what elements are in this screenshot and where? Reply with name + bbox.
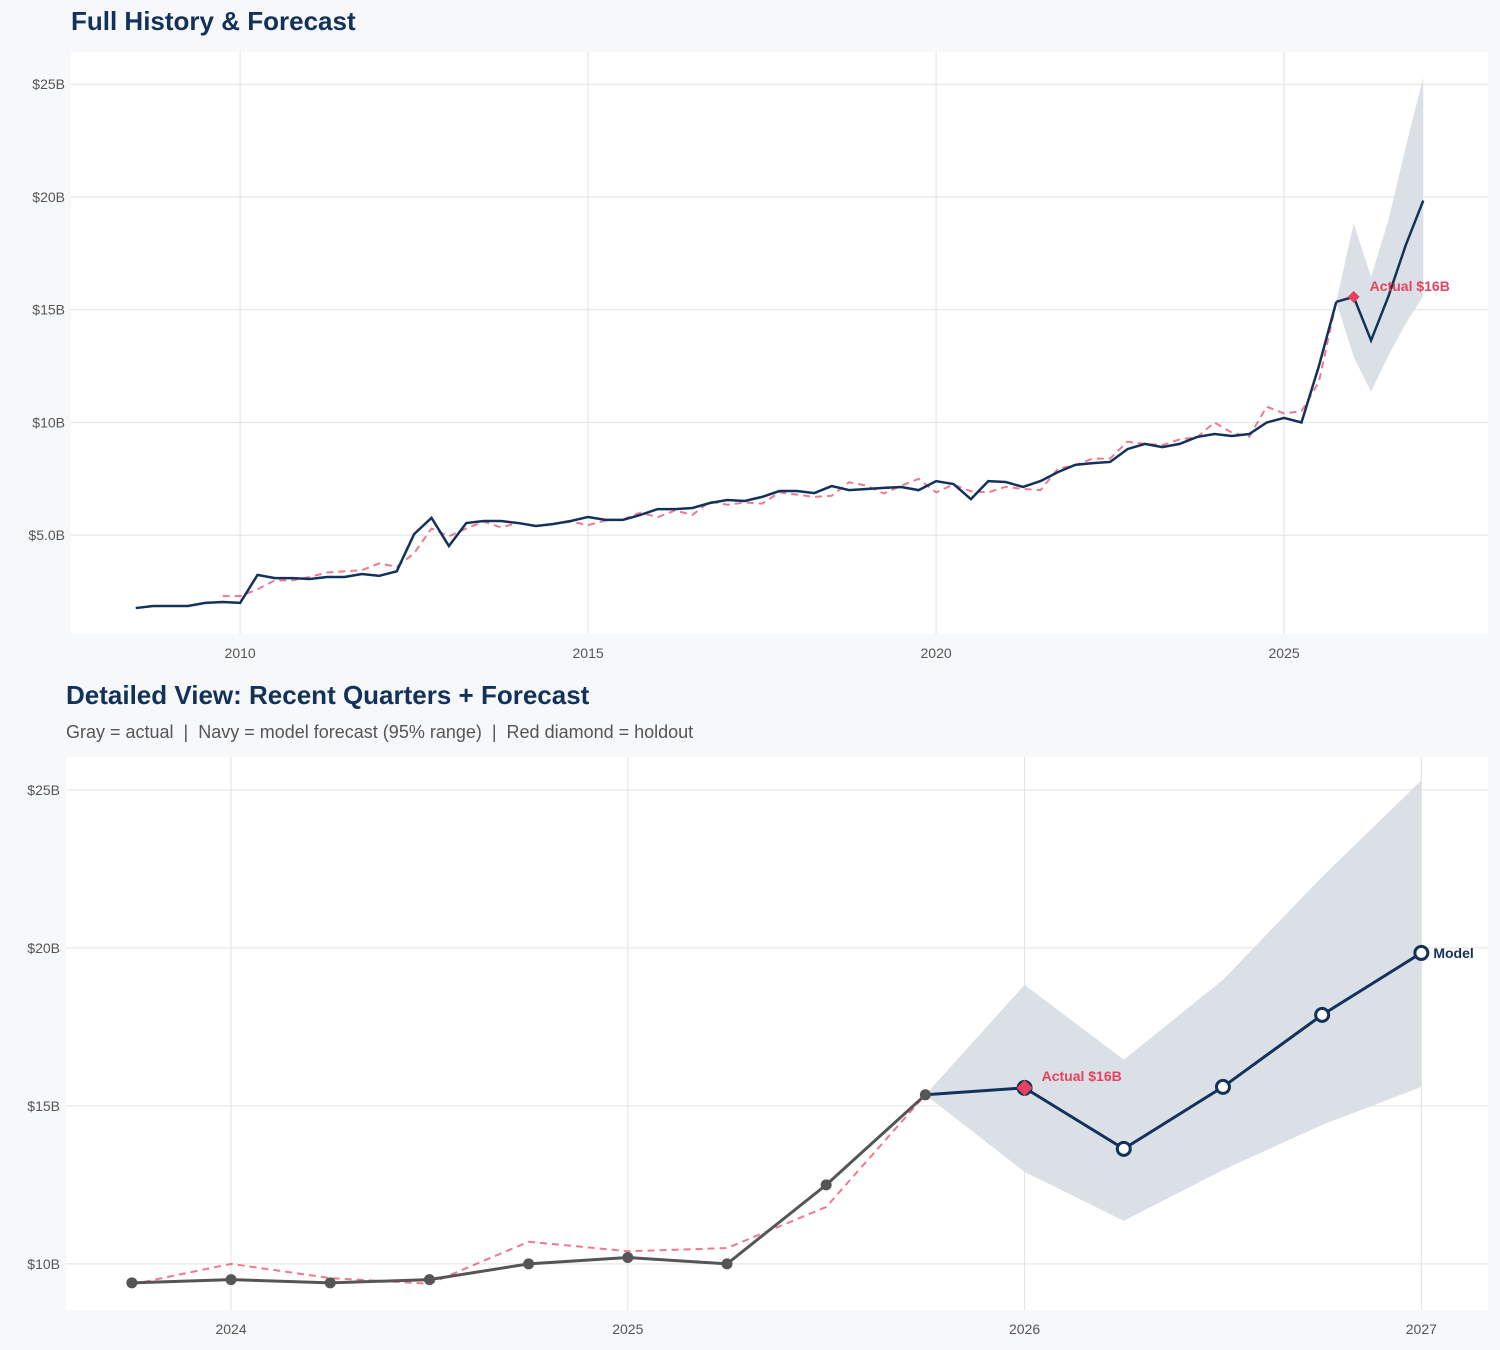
x-tick-label: 2025 [612, 1321, 643, 1337]
forecast-point [1214, 1078, 1231, 1095]
x-tick-label: 2026 [1009, 1321, 1040, 1337]
y-tick-label: $10B [27, 1256, 60, 1272]
forecast-line [925, 951, 1423, 1151]
y-tick-label: $10B [32, 414, 65, 430]
x-tick-label: 2010 [225, 645, 256, 661]
y-tick-label: $20B [32, 189, 65, 205]
actual-point [423, 1274, 435, 1286]
model-end-label: Model [1433, 945, 1473, 961]
forecast-point [1115, 1140, 1132, 1157]
fitted-line [131, 1094, 927, 1286]
bottom-chart: $10B $15B $20B $25B 2024 2025 2026 2027 Model Act… [27, 757, 1488, 1337]
holdout-diamond-marker [1347, 290, 1360, 303]
x-tick-label: 2015 [573, 645, 604, 661]
actual-point [919, 1089, 931, 1101]
actual-point [622, 1252, 634, 1264]
x-tick-label: 2024 [215, 1321, 246, 1337]
bottom-chart-title: Detailed View: Recent Quarters + Forecas… [66, 680, 590, 710]
actual-line [135, 301, 1338, 610]
forecast-point [1413, 944, 1430, 961]
y-tick-label: $25B [27, 782, 60, 798]
top-chart: $5.0B $10B $15B $20B $25B 2010 2015 2020 2025 Act… [28, 52, 1488, 661]
actual-point [820, 1179, 832, 1191]
actual-point [324, 1277, 336, 1289]
actual-point [126, 1277, 138, 1289]
y-tick-label: $25B [32, 76, 65, 92]
x-tick-label: 2020 [921, 645, 952, 661]
actual-point [523, 1258, 535, 1270]
y-tick-label: $15B [32, 302, 65, 318]
holdout-label: Actual $16B [1042, 1068, 1122, 1084]
top-plot-panel [71, 52, 1488, 634]
x-tick-label: 2027 [1406, 1321, 1437, 1337]
forecast-95-range-band [925, 780, 1422, 1221]
holdout-diamond-marker [1016, 1079, 1033, 1096]
bottom-chart-subtitle: Gray = actual | Navy = model forecast (9… [66, 722, 694, 742]
forecast-95-range-band [1336, 77, 1424, 392]
y-tick-label: $20B [27, 940, 60, 956]
y-tick-label: $15B [27, 1098, 60, 1114]
actual-point [721, 1258, 733, 1270]
x-tick-label: 2025 [1269, 645, 1300, 661]
holdout-label: Actual $16B [1370, 278, 1450, 294]
forecast-point [1314, 1006, 1331, 1023]
top-chart-title: Full History & Forecast [71, 6, 356, 36]
actual-point [225, 1274, 237, 1286]
y-tick-label: $5.0B [28, 527, 65, 543]
